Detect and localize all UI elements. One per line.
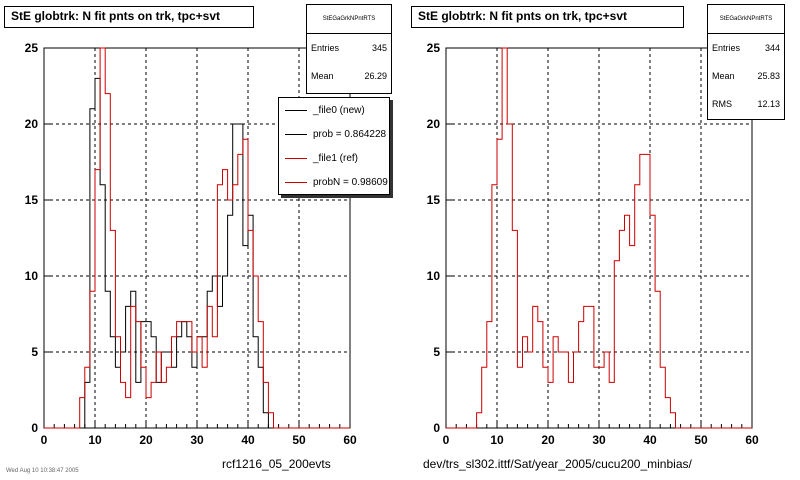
right-histogram-series-0 <box>446 47 752 429</box>
left-y-tick-label: 25 <box>25 41 39 55</box>
legend-swatch-new <box>285 109 307 111</box>
right-y-tick-label: 10 <box>427 269 441 283</box>
stats-row-mean: Mean 26.29 <box>307 62 391 90</box>
left-x-tick-label: 0 <box>41 433 48 447</box>
left-x-tick-label: 50 <box>292 433 306 447</box>
right-x-tick-label: 10 <box>490 433 504 447</box>
timestamp-footer: Wed Aug 10 10:38:47 2005 <box>6 468 79 474</box>
stats-value: 345 <box>371 43 387 53</box>
stats-label: Mean <box>712 71 735 81</box>
legend-swatch-probn <box>285 181 307 183</box>
legend-label: probN = 0.98609 <box>313 176 388 188</box>
left-y-tick-label: 0 <box>31 421 38 435</box>
legend-item: probN = 0.98609 <box>279 170 389 194</box>
stats-label: RMS <box>712 99 732 109</box>
right-plot-frame <box>445 47 753 429</box>
left-y-tick-label: 5 <box>31 345 38 359</box>
legend-swatch-prob <box>285 133 307 135</box>
legend-label: _file1 (ref) <box>313 152 359 164</box>
legend-item: _file1 (ref) <box>279 146 389 170</box>
right-y-tick-label: 5 <box>433 345 440 359</box>
left-histogram-series-0 <box>44 77 350 429</box>
right-x-tick-label: 30 <box>592 433 606 447</box>
stats-row-entries: Entries 344 <box>708 34 784 62</box>
right-chart-title: StE globtrk: N fit pnts on trk, tpc+svt <box>411 6 684 28</box>
left-chart-title: StE globtrk: N fit pnts on trk, tpc+svt <box>4 6 254 28</box>
left-histogram-series-1 <box>44 47 350 429</box>
right-x-tick-label: 40 <box>643 433 657 447</box>
stats-box-title: StEGaGrkNPntRTS <box>307 5 391 34</box>
right-y-tick-label: 25 <box>427 41 441 55</box>
legend-label: _file0 (new) <box>313 104 365 116</box>
right-x-tick-label: 50 <box>694 433 708 447</box>
right-y-tick-label: 15 <box>427 193 441 207</box>
legend-swatch-ref <box>285 157 307 159</box>
left-x-tick-label: 60 <box>343 433 357 447</box>
stats-label: Mean <box>311 71 334 81</box>
right-file-label: dev/trs_sl302.ittf/Sat/year_2005/cucu200… <box>423 457 692 471</box>
right-x-tick-label: 0 <box>443 433 450 447</box>
left-x-tick-label: 40 <box>241 433 255 447</box>
right-y-tick-label: 0 <box>433 421 440 435</box>
stats-value: 25.83 <box>757 71 780 81</box>
stats-box-title: StEGaGrkNPntRTS <box>708 5 784 34</box>
left-y-tick-label: 10 <box>25 269 39 283</box>
right-x-tick-label: 60 <box>745 433 759 447</box>
stats-row-rms: RMS 12.13 <box>708 90 784 118</box>
left-legend: _file0 (new) prob = 0.864228 _file1 (ref… <box>278 97 390 195</box>
right-x-tick-label: 20 <box>541 433 555 447</box>
legend-label: prob = 0.864228 <box>313 128 387 140</box>
right-y-tick-label: 20 <box>427 117 441 131</box>
left-file-label: rcf1216_05_200evts <box>222 457 331 471</box>
stats-value: 12.13 <box>757 99 780 109</box>
left-x-tick-label: 20 <box>139 433 153 447</box>
left-x-tick-label: 10 <box>88 433 102 447</box>
left-y-tick-label: 20 <box>25 117 39 131</box>
legend-item: prob = 0.864228 <box>279 122 389 146</box>
left-x-tick-label: 30 <box>190 433 204 447</box>
stats-row-mean: Mean 25.83 <box>708 62 784 90</box>
right-stats-box: StEGaGrkNPntRTS Entries 344 Mean 25.83 R… <box>707 4 785 120</box>
left-y-tick-label: 15 <box>25 193 39 207</box>
stats-value: 26.29 <box>364 71 387 81</box>
stats-label: Entries <box>712 43 741 53</box>
stats-value: 344 <box>764 43 780 53</box>
stats-row-entries: Entries 345 <box>307 34 391 62</box>
stats-label: Entries <box>311 43 340 53</box>
left-stats-box: StEGaGrkNPntRTS Entries 345 Mean 26.29 <box>306 4 392 94</box>
legend-item: _file0 (new) <box>279 98 389 122</box>
